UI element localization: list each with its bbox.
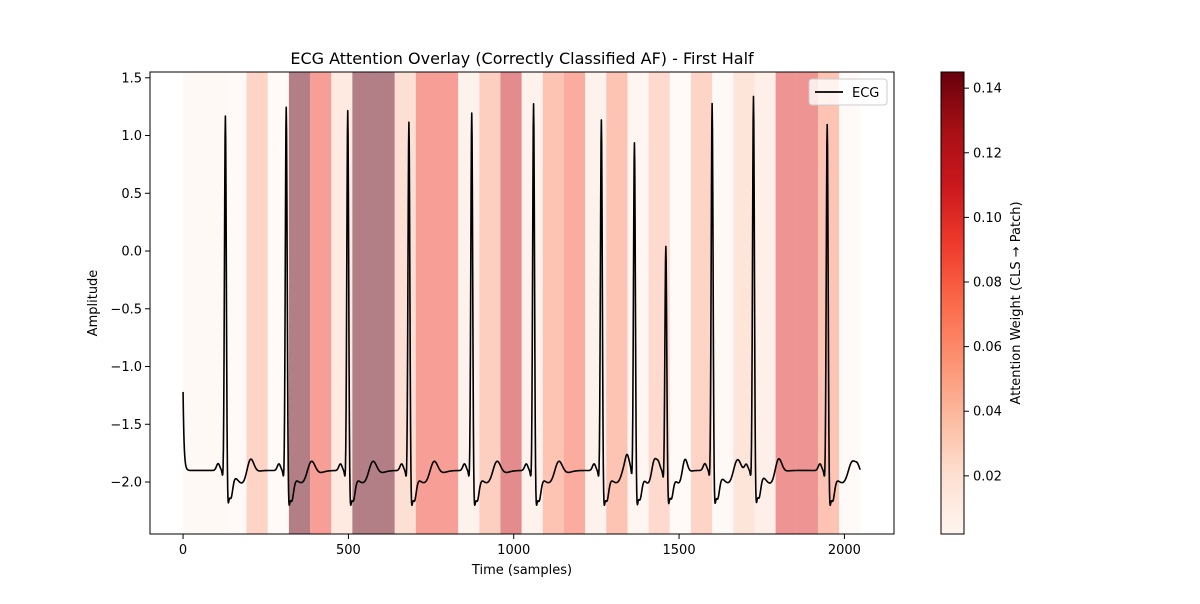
x-axis-label: Time (samples) — [471, 563, 572, 578]
x-tick-label: 2000 — [828, 543, 861, 558]
colorbar-tick-label: 0.14 — [973, 82, 1002, 97]
attention-band — [246, 72, 268, 534]
attention-band — [563, 72, 586, 534]
colorbar-ticks: 0.02 0.04 0.06 0.08 0.10 0.12 0.14 — [964, 82, 1002, 484]
legend-box — [808, 78, 888, 106]
attention-band — [796, 72, 818, 534]
attention-band — [267, 72, 289, 534]
plot-frame — [149, 71, 895, 535]
attention-band — [733, 72, 755, 534]
attention-band — [204, 72, 226, 534]
attention-band — [690, 72, 713, 534]
attention-band — [479, 72, 501, 534]
x-tick-label: 0 — [179, 543, 187, 558]
y-tick-label: −1.0 — [110, 360, 142, 375]
x-tick-label: 1500 — [663, 543, 696, 558]
ecg-series-line — [182, 95, 862, 507]
x-axis-ticks: 0 500 1000 1500 2000 — [179, 534, 861, 558]
x-tick-label: 500 — [336, 543, 361, 558]
y-tick-label: 0.0 — [121, 245, 142, 260]
colorbar-tick-label: 0.12 — [973, 146, 1002, 161]
colorbar-label: Attention Weight (CLS → Patch) — [1009, 201, 1024, 404]
chart-title: ECG Attention Overlay (Correctly Classif… — [290, 49, 754, 68]
colorbar-tick-label: 0.08 — [973, 276, 1002, 291]
attention-band — [775, 72, 797, 534]
y-tick-label: −2.0 — [110, 476, 142, 491]
y-tick-label: −0.5 — [110, 302, 142, 317]
y-tick-label: 1.0 — [121, 129, 142, 144]
attention-band — [542, 72, 564, 534]
attention-band — [437, 72, 459, 534]
attention-band — [669, 72, 691, 534]
y-axis-ticks: 1.5 1.0 0.5 0.0 −0.5 −1.0 −1.5 −2.0 — [110, 71, 150, 491]
attention-bands — [183, 72, 861, 534]
attention-band — [839, 72, 861, 534]
attention-band — [415, 72, 438, 534]
y-tick-label: −1.5 — [110, 418, 142, 433]
attention-band — [225, 72, 247, 534]
colorbar-tick-label: 0.04 — [973, 405, 1002, 420]
colorbar — [940, 71, 965, 535]
attention-band — [183, 72, 205, 534]
y-tick-label: 1.5 — [121, 71, 142, 86]
attention-band — [754, 72, 776, 534]
x-tick-label: 1000 — [497, 543, 530, 558]
legend-ecg-label: ECG — [852, 86, 879, 101]
legend: ECG — [808, 78, 888, 106]
attention-band — [352, 72, 374, 534]
y-axis-label: Amplitude — [86, 270, 101, 337]
colorbar-tick-label: 0.06 — [973, 340, 1002, 355]
attention-band — [712, 72, 734, 534]
attention-band — [373, 72, 395, 534]
attention-band — [500, 72, 522, 534]
colorbar-tick-label: 0.10 — [973, 211, 1002, 226]
attention-band — [606, 72, 628, 534]
attention-band — [310, 72, 332, 534]
attention-band — [394, 72, 416, 534]
y-tick-label: 0.5 — [121, 187, 142, 202]
attention-band — [288, 72, 311, 534]
colorbar-tick-label: 0.02 — [973, 469, 1002, 484]
